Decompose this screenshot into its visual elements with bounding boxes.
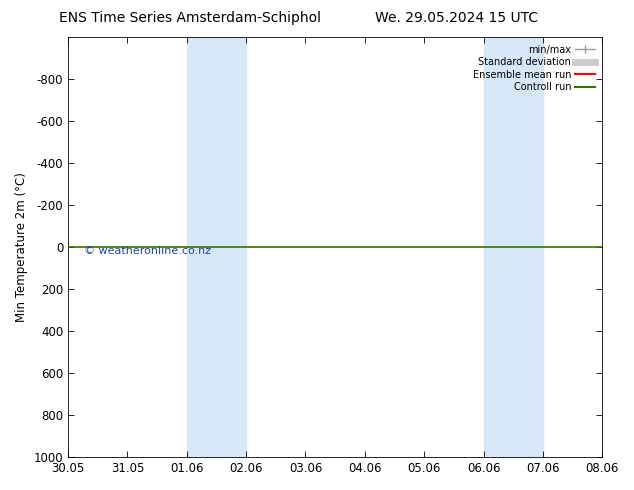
Text: ENS Time Series Amsterdam-Schiphol: ENS Time Series Amsterdam-Schiphol [59,11,321,25]
Text: © weatheronline.co.nz: © weatheronline.co.nz [84,246,211,256]
Bar [484,37,543,457]
Bar [187,37,246,457]
Text: We. 29.05.2024 15 UTC: We. 29.05.2024 15 UTC [375,11,538,25]
Y-axis label: Min Temperature 2m (°C): Min Temperature 2m (°C) [15,172,28,322]
Legend: min/max, Standard deviation, Ensemble mean run, Controll run: min/max, Standard deviation, Ensemble me… [470,42,597,95]
